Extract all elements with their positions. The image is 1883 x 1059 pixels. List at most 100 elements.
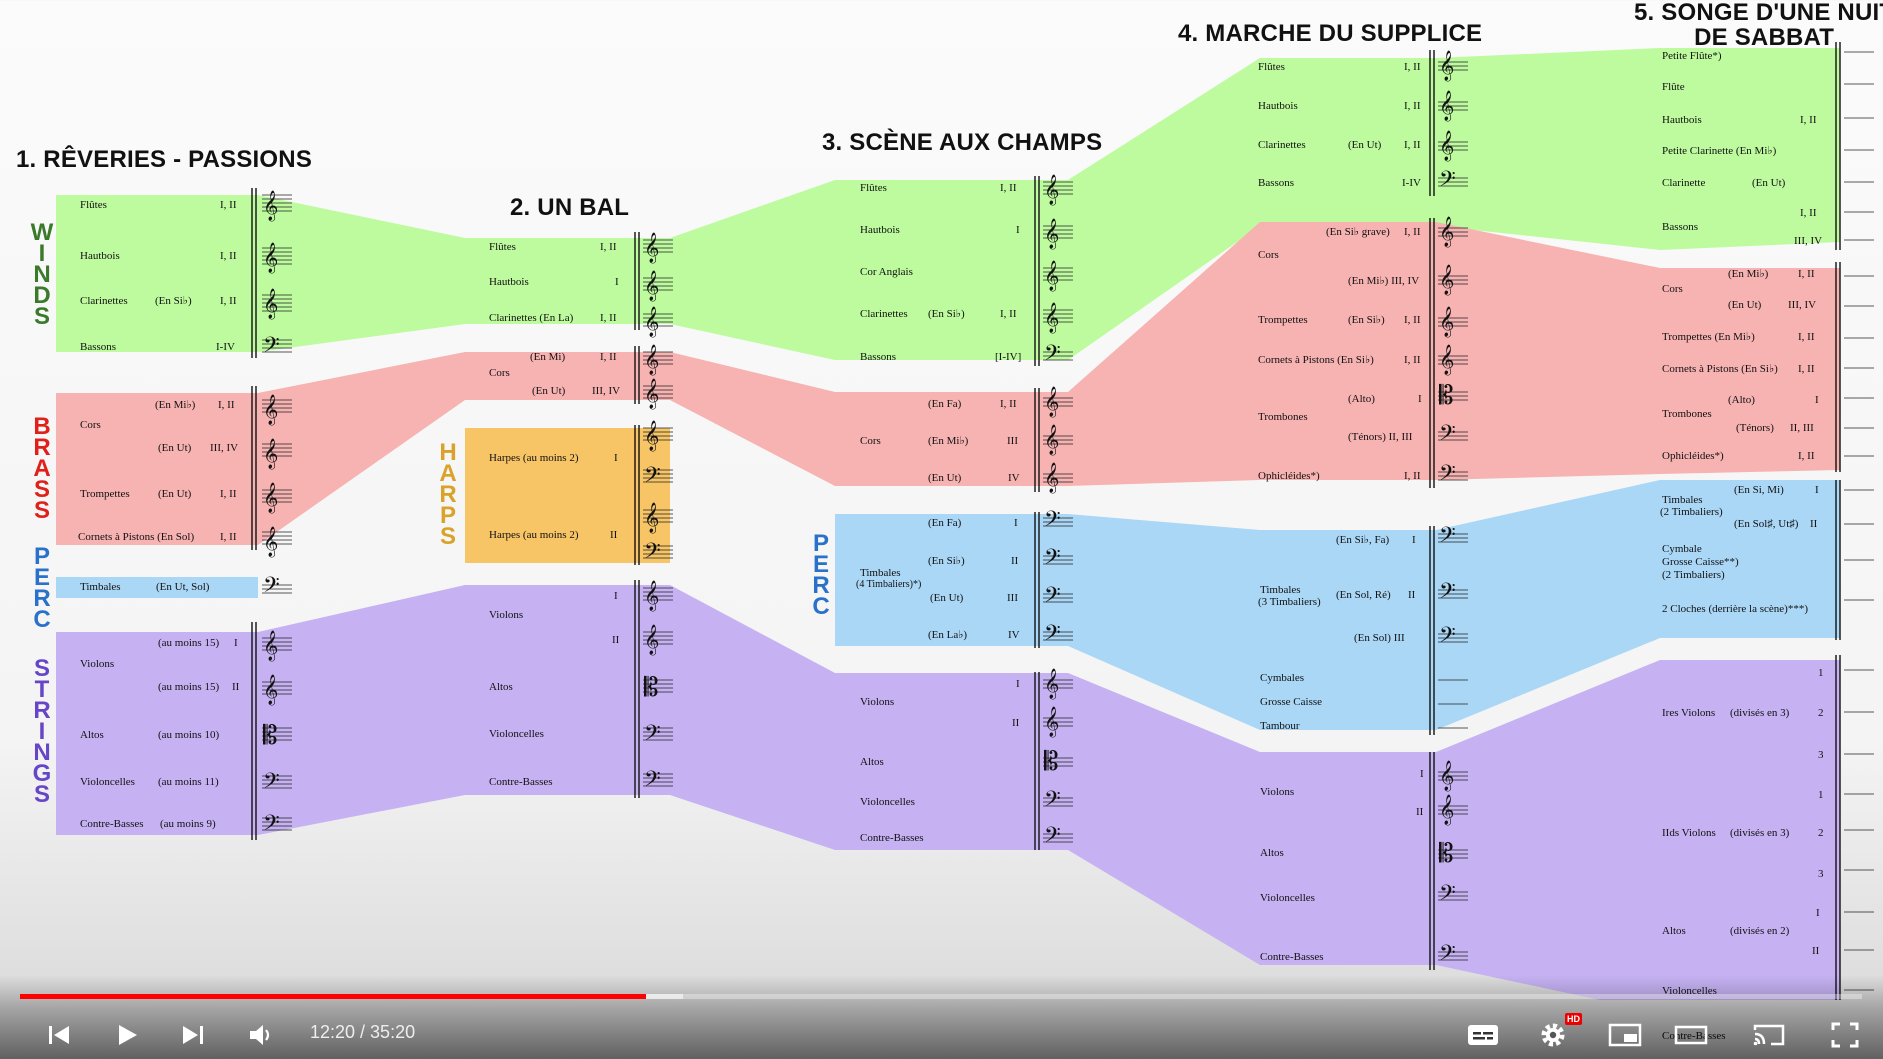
instrument-label: Timbales bbox=[1260, 584, 1301, 596]
instrument-label: Violons bbox=[860, 696, 895, 708]
instrument-number: I-IV bbox=[216, 341, 235, 353]
captions-button[interactable] bbox=[1460, 1014, 1506, 1056]
instrument-number: I, II bbox=[600, 241, 617, 253]
instrument-key: (En Mi) bbox=[530, 351, 566, 363]
instrument-number: III, IV bbox=[592, 385, 621, 397]
instrument-key: (Ténors) II, III bbox=[1348, 431, 1413, 443]
svg-text:𝄞: 𝄞 bbox=[1439, 794, 1454, 826]
instrument-label: Altos bbox=[1260, 847, 1284, 859]
instrument-label: Cors bbox=[1662, 283, 1683, 295]
svg-text:𝄡: 𝄡 bbox=[1439, 381, 1454, 411]
progress-bar[interactable] bbox=[20, 994, 1862, 999]
instrument-label: Altos bbox=[489, 681, 513, 693]
instrument-number: III, IV bbox=[1788, 299, 1817, 311]
instrument-label: Clarinettes bbox=[860, 308, 908, 320]
instrument-label: Clarinettes (En La) bbox=[489, 312, 574, 324]
instrument-label: Harpes (au moins 2) bbox=[489, 452, 579, 464]
instrument-label: Contre-Basses bbox=[489, 776, 553, 788]
instrument-number: I, II bbox=[1404, 470, 1421, 482]
svg-text:𝄞: 𝄞 bbox=[1439, 90, 1454, 122]
svg-text:𝄞: 𝄞 bbox=[644, 344, 659, 376]
brass-band bbox=[56, 222, 1840, 545]
instrument-key: (au moins 10) bbox=[158, 729, 220, 741]
svg-text:𝄞: 𝄞 bbox=[1439, 264, 1454, 296]
instrument-number: I bbox=[1815, 394, 1819, 406]
instrument-number: 3 bbox=[1818, 868, 1824, 880]
svg-text:𝄞: 𝄞 bbox=[1044, 706, 1059, 738]
fullscreen-icon bbox=[1831, 1022, 1859, 1048]
instrument-number: II bbox=[1011, 555, 1019, 567]
instrument-key: (En Mi♭) bbox=[1728, 268, 1769, 280]
svg-text:𝄞: 𝄞 bbox=[1044, 424, 1059, 456]
instrument-label: Clarinette bbox=[1662, 177, 1706, 189]
instrument-key: (En Ut) bbox=[158, 442, 192, 454]
svg-text:𝄢: 𝄢 bbox=[644, 767, 661, 797]
cast-button[interactable] bbox=[1746, 1014, 1792, 1056]
theater-mode-button[interactable] bbox=[1668, 1014, 1714, 1056]
svg-text:𝄞: 𝄞 bbox=[644, 306, 659, 338]
instrument-label: Clarinettes bbox=[1258, 139, 1306, 151]
instrument-number: II bbox=[610, 529, 618, 541]
instrument-label: Cornets à Pistons (En Si♭) bbox=[1258, 354, 1374, 366]
instrument-label: Altos bbox=[860, 756, 884, 768]
fullscreen-button[interactable] bbox=[1822, 1014, 1868, 1056]
instrument-number: I bbox=[1816, 907, 1820, 919]
instrument-key: (En Si♭) bbox=[928, 555, 965, 567]
instrument-number: IV bbox=[1008, 629, 1020, 641]
instrument-label: Altos bbox=[80, 729, 104, 741]
instrument-number: I, II bbox=[1800, 207, 1817, 219]
instrument-label: Petite Clarinette (En Mi♭) bbox=[1662, 145, 1777, 157]
instrument-key: (En Mi♭) bbox=[928, 435, 969, 447]
instrument-label: Cors bbox=[860, 435, 881, 447]
instrument-key: (En Ut) bbox=[928, 472, 962, 484]
svg-text:𝄞: 𝄞 bbox=[1439, 760, 1454, 792]
instrument-label: Violons bbox=[489, 609, 524, 621]
mini-staves bbox=[262, 51, 1874, 991]
instrument-label: Ires Violons bbox=[1662, 707, 1716, 719]
instrument-number: I, II bbox=[220, 295, 237, 307]
progress-played bbox=[20, 994, 647, 999]
play-button[interactable] bbox=[104, 1014, 150, 1056]
instrument-label: Trompettes bbox=[1258, 314, 1308, 326]
instrument-number: 3 bbox=[1818, 749, 1824, 761]
svg-text:𝄞: 𝄞 bbox=[263, 242, 278, 274]
instrument-number: III bbox=[1007, 592, 1018, 604]
svg-text:𝄞: 𝄞 bbox=[644, 502, 659, 534]
svg-text:𝄢: 𝄢 bbox=[1044, 823, 1061, 853]
instrument-number: I, II bbox=[1000, 398, 1017, 410]
settings-button[interactable] bbox=[1530, 1014, 1576, 1056]
section-title-4: 4. MARCHE DU SUPPLICE bbox=[1178, 20, 1483, 47]
captions-icon bbox=[1468, 1025, 1498, 1045]
instrument-key: (En Ut) bbox=[1348, 139, 1382, 151]
miniplayer-button[interactable] bbox=[1602, 1014, 1648, 1056]
instrument-label: Trombones bbox=[1662, 408, 1712, 420]
instrument-key: (En Ut) bbox=[532, 385, 566, 397]
instrument-label: 2 Cloches (derrière la scène)***) bbox=[1662, 603, 1808, 615]
instrument-label: Violoncelles bbox=[860, 796, 915, 808]
svg-text:𝄞: 𝄞 bbox=[263, 526, 278, 558]
instrument-key: (En Sol) III bbox=[1354, 632, 1405, 644]
svg-text:𝄞: 𝄞 bbox=[1044, 302, 1059, 334]
instrument-number: I bbox=[1014, 517, 1018, 529]
previous-button[interactable] bbox=[36, 1014, 82, 1056]
group-label-brass: B R A S S bbox=[33, 413, 51, 524]
instrument-label: Hautbois bbox=[80, 250, 120, 262]
svg-text:𝄢: 𝄢 bbox=[644, 721, 661, 751]
svg-text:𝄢: 𝄢 bbox=[644, 463, 661, 493]
volume-button[interactable] bbox=[238, 1014, 284, 1056]
next-button[interactable] bbox=[170, 1014, 216, 1056]
svg-text:𝄡: 𝄡 bbox=[1439, 839, 1454, 869]
instrument-key: (En Sol, Ré) bbox=[1336, 589, 1391, 601]
instrument-key: (divisés en 2) bbox=[1730, 925, 1790, 937]
svg-text:𝄢: 𝄢 bbox=[1439, 167, 1456, 197]
instrument-number: I, II bbox=[220, 488, 237, 500]
instrument-subtitle: (4 Timbaliers)*) bbox=[856, 579, 922, 590]
instrument-number: I, II bbox=[1404, 100, 1421, 112]
svg-text:𝄞: 𝄞 bbox=[263, 438, 278, 470]
clef-glyphs: 𝄞𝄞𝄞𝄢 𝄞𝄞𝄞𝄞 𝄢 𝄞𝄞𝄡𝄢𝄢 𝄞𝄞𝄞 𝄞𝄞 𝄞𝄢𝄞𝄢 𝄞𝄞𝄡𝄢𝄢 𝄞𝄞𝄞𝄞… bbox=[263, 50, 1456, 971]
instrument-label: Bassons bbox=[1258, 177, 1295, 189]
svg-text:𝄞: 𝄞 bbox=[1044, 668, 1059, 700]
instrument-label: Flûtes bbox=[1258, 61, 1285, 73]
